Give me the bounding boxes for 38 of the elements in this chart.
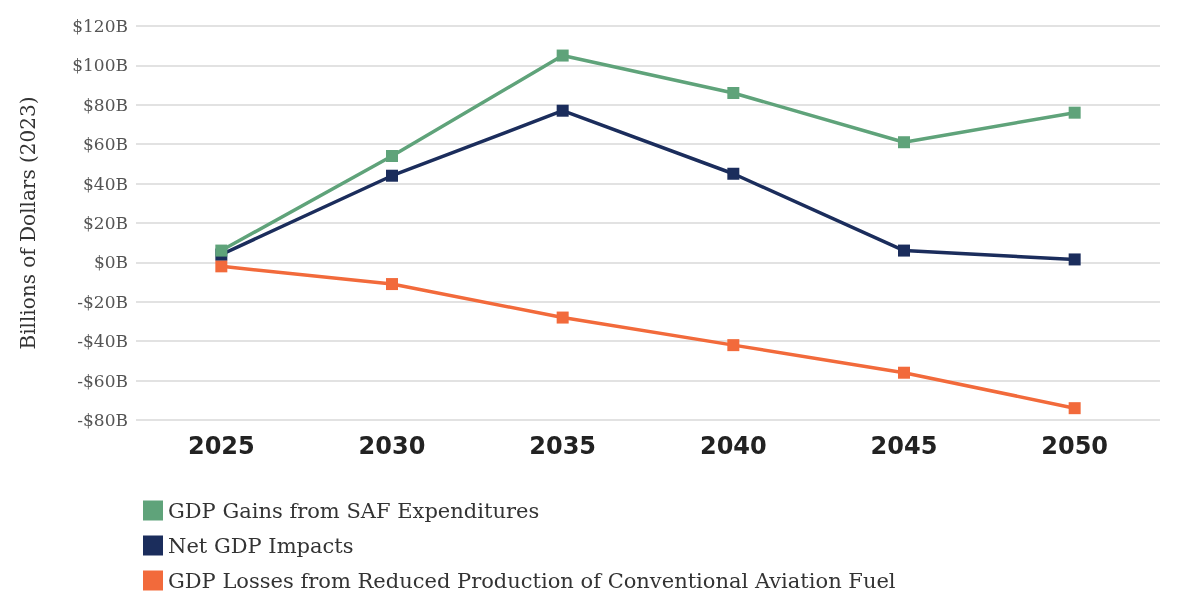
y-tick-label: $20B [83,213,128,233]
x-tick-label: 2045 [870,432,938,460]
y-tick-label: $120B [72,16,128,36]
legend-label: Net GDP Impacts [168,533,354,558]
legend-label: GDP Gains from SAF Expenditures [168,498,540,523]
point [1068,253,1081,266]
y-axis-title: Billions of Dollars (2023) [16,96,40,350]
point [215,244,228,257]
point [386,169,398,182]
x-tick-label: 2050 [1041,432,1109,460]
point [386,278,398,291]
point [727,339,740,352]
point [1068,106,1081,119]
y-tick-label: $60B [83,134,128,155]
point [556,104,569,117]
y-tick-label: -$80B [77,410,128,430]
point [898,244,910,257]
x-tick-label: 2030 [358,432,426,460]
y-tick-label: -$20B [77,291,128,312]
y-tick-label: -$40B [77,331,128,352]
point [898,366,910,379]
point [386,150,398,163]
point [1068,402,1081,415]
y-tick-label: $100B [72,55,128,76]
y-tick-label: -$60B [77,370,128,391]
x-tick-label: 2035 [529,432,597,460]
point [727,86,740,99]
x-tick-label: 2025 [187,432,255,460]
y-tick-label: $80B [83,94,128,115]
point [215,260,228,273]
x-tick-label: 2040 [699,432,767,460]
point [556,49,569,62]
point [727,167,740,180]
legend-label: GDP Losses from Reduced Production of Conventional Aviation Fuel [168,568,896,593]
y-tick-label: $0B [93,252,128,273]
point [898,136,910,149]
y-tick-label: $40B [83,173,128,194]
point [556,311,569,324]
